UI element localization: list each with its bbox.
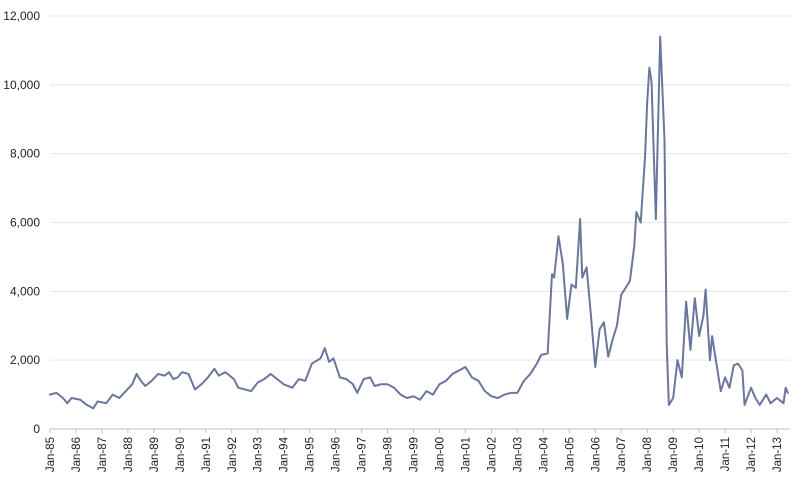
y-tick-label: 2,000 (10, 353, 40, 367)
x-tick-label: Jan-05 (564, 437, 576, 472)
x-tick-label: Jan-97 (357, 437, 369, 472)
x-tick-label: Jan-98 (383, 437, 395, 472)
x-tick-label: Jan-12 (746, 437, 758, 472)
x-tick-label: Jan-92 (227, 437, 239, 472)
x-tick-label: Jan-90 (175, 437, 187, 472)
x-tick-label: Jan-04 (538, 436, 550, 472)
y-tick-label: 12,000 (3, 9, 40, 23)
x-tick-label: Jan-03 (512, 437, 524, 472)
x-tick-label: Jan-99 (409, 437, 421, 472)
x-tick-label: Jan-86 (71, 437, 83, 472)
x-tick-label: Jan-10 (694, 437, 706, 472)
x-tick-label: Jan-13 (772, 437, 784, 472)
series-line (49, 35, 789, 410)
x-tick-label: Jan-06 (590, 437, 602, 472)
y-tick-label: 0 (33, 422, 40, 436)
x-tick-label: Jan-00 (434, 437, 446, 472)
x-tick-label: Jan-11 (720, 437, 732, 471)
y-tick-label: 6,000 (10, 216, 40, 230)
x-tick-label: Jan-09 (668, 437, 680, 472)
series-group (49, 35, 789, 410)
x-tick-label: Jan-01 (460, 437, 472, 472)
x-tick-label: Jan-93 (253, 437, 265, 472)
x-tick-label: Jan-96 (331, 437, 343, 472)
x-tick-label: Jan-85 (45, 437, 57, 472)
x-tick-label: Jan-95 (305, 437, 317, 472)
x-tick-label: Jan-87 (97, 437, 109, 472)
y-tick-label: 4,000 (10, 284, 40, 298)
y-tick-label: 10,000 (3, 78, 40, 92)
x-tick-label: Jan-88 (123, 437, 135, 472)
x-tick-label: Jan-08 (642, 437, 654, 472)
y-axis-ticks: 0 2,000 4,000 6,000 8,000 10,000 12,000 (3, 9, 40, 436)
x-tick-label: Jan-91 (201, 437, 213, 472)
x-tick-label: Jan-07 (616, 437, 628, 472)
x-tick-label: Jan-94 (279, 436, 291, 472)
x-tick-label: Jan-89 (149, 437, 161, 472)
x-tick-label: Jan-02 (486, 437, 498, 472)
x-axis-ticks: Jan-85 Jan-86 Jan-87 Jan-88 Jan-89 Jan-90 Jan-… (45, 429, 784, 472)
gridlines (50, 15, 790, 361)
y-tick-label: 8,000 (10, 147, 40, 161)
